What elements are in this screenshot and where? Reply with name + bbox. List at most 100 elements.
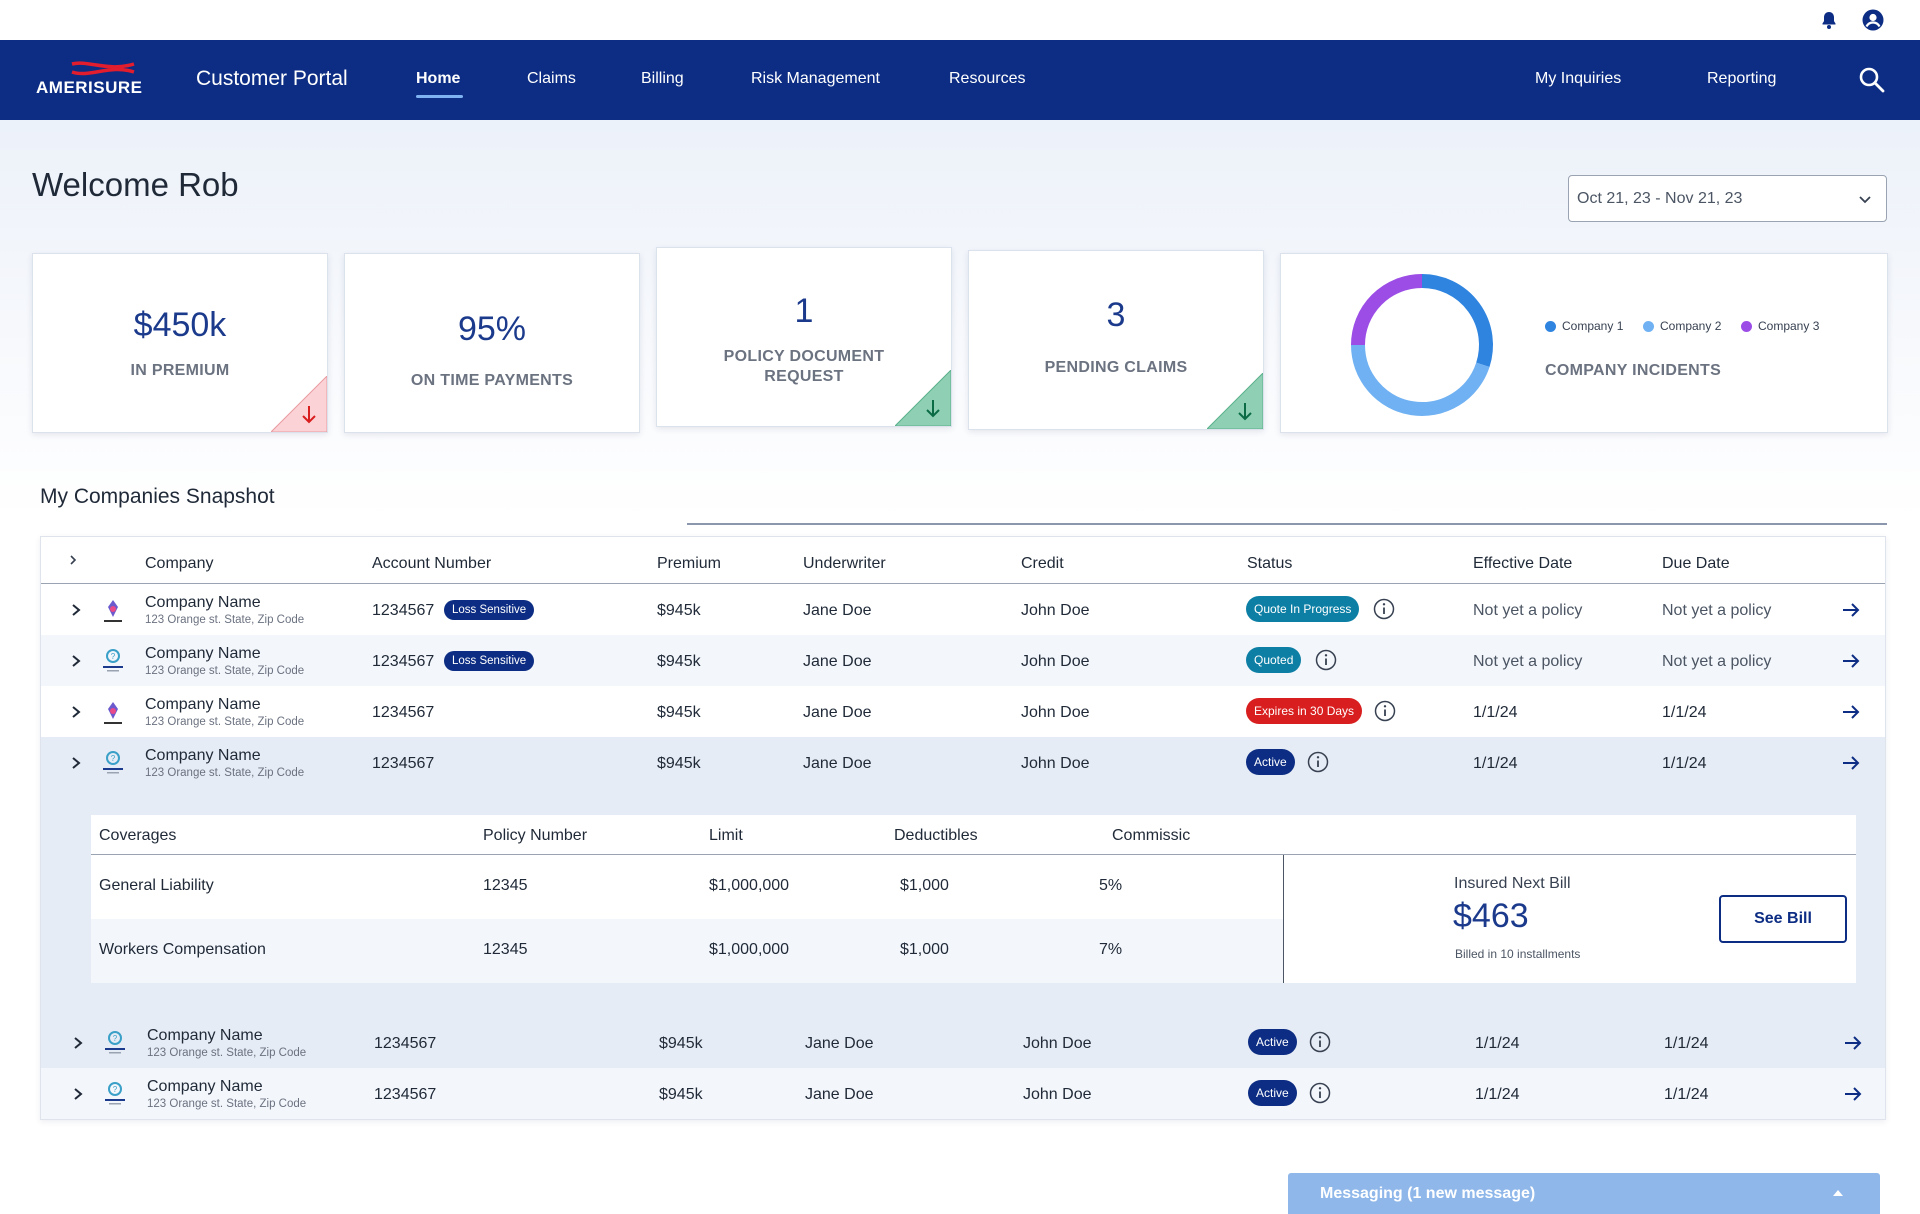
kpi-label-line2: REQUEST xyxy=(764,368,844,385)
expand-row-icon[interactable] xyxy=(69,705,83,719)
col-premium[interactable]: Premium xyxy=(657,555,722,572)
col-credit[interactable]: Credit xyxy=(1021,555,1064,572)
kpi-label: ON TIME PAYMENTS xyxy=(410,372,574,389)
nav-home[interactable]: Home xyxy=(416,70,461,87)
search-icon[interactable] xyxy=(1858,66,1886,94)
table-row[interactable]: ? Company Name 123 Orange st. State, Zip… xyxy=(41,1017,1885,1068)
underwriter: Jane Doe xyxy=(805,1035,874,1052)
kpi-card-premium[interactable]: $450k IN PREMIUM xyxy=(32,253,328,433)
company-name[interactable]: Company Name xyxy=(147,1027,263,1044)
company-name[interactable]: Company Name xyxy=(145,747,261,764)
coverage-row: General Liability 12345 $1,000,000 $1,00… xyxy=(91,855,1283,919)
arrow-right-icon[interactable] xyxy=(1841,651,1861,671)
nav-my-inquiries[interactable]: My Inquiries xyxy=(1535,70,1622,87)
premium: $945k xyxy=(657,704,701,721)
effective-date: Not yet a policy xyxy=(1473,653,1583,670)
effective-date: 1/1/24 xyxy=(1475,1086,1520,1103)
expand-row-icon[interactable] xyxy=(69,654,83,668)
legend-company-3: Company 3 xyxy=(1741,319,1819,333)
info-icon[interactable] xyxy=(1309,1082,1331,1104)
col-due-date[interactable]: Due Date xyxy=(1662,555,1730,572)
info-icon[interactable] xyxy=(1374,700,1396,722)
col-effective-date[interactable]: Effective Date xyxy=(1473,555,1573,572)
amerisure-logo[interactable]: AMERISURE xyxy=(36,58,156,102)
table-row[interactable]: Company Name 123 Orange st. State, Zip C… xyxy=(41,584,1885,635)
nav-resources[interactable]: Resources xyxy=(949,70,1026,87)
kpi-card-policy-document-request[interactable]: 1 POLICY DOCUMENT REQUEST xyxy=(656,247,952,427)
incidents-label: COMPANY INCIDENTS xyxy=(1545,362,1722,379)
info-icon[interactable] xyxy=(1307,751,1329,773)
kpi-value: 1 xyxy=(794,292,814,330)
company-name[interactable]: Company Name xyxy=(145,594,261,611)
expand-row-icon[interactable] xyxy=(69,603,83,617)
company-address: 123 Orange st. State, Zip Code xyxy=(145,767,305,779)
see-bill-button[interactable]: See Bill xyxy=(1719,895,1847,943)
company-name[interactable]: Company Name xyxy=(145,645,261,662)
arrow-right-icon[interactable] xyxy=(1841,600,1861,620)
company-address: 123 Orange st. State, Zip Code xyxy=(145,665,305,677)
table-row[interactable]: ? Company Name 123 Orange st. State, Zip… xyxy=(41,1068,1885,1119)
bell-icon[interactable] xyxy=(1816,7,1842,33)
status-badge: Quoted xyxy=(1246,647,1302,673)
col-company[interactable]: Company xyxy=(145,555,214,572)
arrow-right-icon[interactable] xyxy=(1843,1084,1863,1104)
expand-row-icon[interactable] xyxy=(69,756,83,770)
status-badge: Active xyxy=(1248,1080,1297,1106)
col-status[interactable]: Status xyxy=(1247,555,1293,572)
nav-risk-management[interactable]: Risk Management xyxy=(751,70,880,87)
loss-sensitive-badge: Loss Sensitive xyxy=(444,651,535,671)
messaging-label: Messaging (1 new message) xyxy=(1320,1184,1536,1202)
premium: $945k xyxy=(659,1086,703,1103)
user-account-icon[interactable] xyxy=(1860,7,1886,33)
kpi-card-pending-claims[interactable]: 3 PENDING CLAIMS xyxy=(968,250,1264,430)
company-name[interactable]: Company Name xyxy=(147,1078,263,1095)
company-name[interactable]: Company Name xyxy=(145,696,261,713)
company-address: 123 Orange st. State, Zip Code xyxy=(147,1098,307,1110)
arrow-right-icon[interactable] xyxy=(1843,1033,1863,1053)
info-icon[interactable] xyxy=(1373,598,1395,620)
arrow-right-icon[interactable] xyxy=(1841,702,1861,722)
expand-row-icon[interactable] xyxy=(71,1036,85,1050)
arrow-right-icon[interactable] xyxy=(1841,753,1861,773)
kpi-card-on-time-payments[interactable]: 95% ON TIME PAYMENTS xyxy=(344,253,640,433)
account-number: 1234567 xyxy=(374,1035,437,1052)
company-incidents-card[interactable]: Company 1 Company 2 Company 3 COMPANY IN… xyxy=(1280,253,1888,433)
table-row[interactable]: Company Name 123 Orange st. State, Zip C… xyxy=(41,686,1885,737)
welcome-heading: Welcome Rob xyxy=(32,166,239,203)
row-detail-area: Coverages Policy Number Limit Deductible… xyxy=(41,789,1885,1069)
account-number: 1234567 xyxy=(372,602,435,619)
credit: John Doe xyxy=(1021,704,1090,721)
table-row-expanded[interactable]: ? Company Name 123 Orange st. State, Zip… xyxy=(41,737,1885,789)
nav-claims[interactable]: Claims xyxy=(527,70,576,87)
main-navbar: AMERISURE Customer Portal Home Claims Bi… xyxy=(0,40,1920,120)
col-deductibles: Deductibles xyxy=(894,827,978,844)
company-address: 123 Orange st. State, Zip Code xyxy=(145,614,305,626)
col-account-number[interactable]: Account Number xyxy=(372,555,492,572)
nav-reporting[interactable]: Reporting xyxy=(1707,70,1777,87)
nav-billing[interactable]: Billing xyxy=(641,70,684,87)
col-commission: Commissic xyxy=(1112,827,1191,844)
underwriter: Jane Doe xyxy=(803,704,872,721)
expand-row-icon[interactable] xyxy=(71,1087,85,1101)
premium: $945k xyxy=(657,602,701,619)
table-row[interactable]: ? Company Name 123 Orange st. State, Zip… xyxy=(41,635,1885,686)
col-underwriter[interactable]: Underwriter xyxy=(803,555,886,572)
expand-all-icon[interactable] xyxy=(66,553,80,567)
account-number: 1234567 xyxy=(372,755,435,772)
company-logo-icon: ? xyxy=(103,649,123,672)
trend-down-green-icon xyxy=(895,370,951,426)
messaging-bar[interactable]: Messaging (1 new message) xyxy=(1288,1173,1880,1214)
effective-date: Not yet a policy xyxy=(1473,602,1583,619)
effective-date: 1/1/24 xyxy=(1475,1035,1520,1052)
col-limit: Limit xyxy=(709,827,743,844)
due-date: Not yet a policy xyxy=(1662,602,1772,619)
kpi-label: IN PREMIUM xyxy=(130,362,230,379)
legend-dot xyxy=(1545,320,1556,332)
info-icon[interactable] xyxy=(1309,1031,1331,1053)
underwriter: Jane Doe xyxy=(803,602,872,619)
date-range-select[interactable]: Oct 21, 23 - Nov 21, 23 xyxy=(1568,175,1887,222)
donut-slice-2 xyxy=(1351,344,1490,416)
kpi-value: 95% xyxy=(457,310,527,348)
legend-company-1: Company 1 xyxy=(1545,319,1623,333)
info-icon[interactable] xyxy=(1315,649,1337,671)
